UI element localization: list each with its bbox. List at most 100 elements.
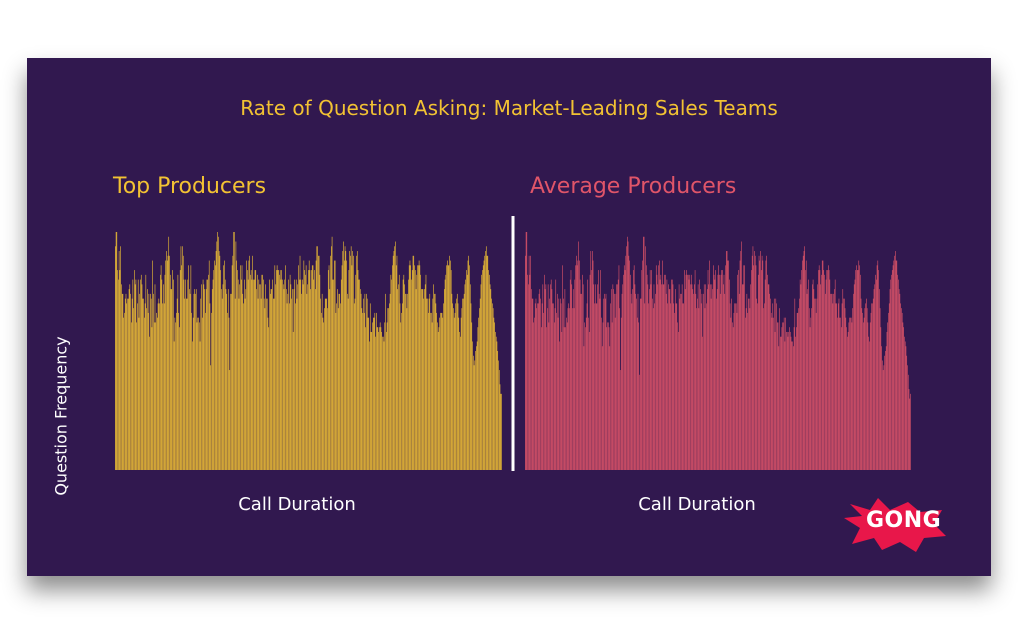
average-producers-bar-93 — [595, 303, 597, 470]
top-producers-bar-240 — [298, 265, 299, 470]
top-producers-bar-294 — [339, 293, 341, 470]
top-producers-bar-215 — [279, 274, 280, 470]
top-producers-bar-262 — [314, 289, 316, 470]
average-producers-bar-399 — [828, 270, 830, 470]
average-producers-bar-82 — [587, 279, 589, 470]
average-producers-bar-27 — [545, 284, 547, 470]
average-producers-bar-125 — [620, 370, 621, 470]
average-producers-bar-287 — [743, 265, 745, 470]
top-producers-bar-472 — [475, 351, 476, 470]
average-producers-bar-427 — [850, 317, 851, 470]
top-producers-bar-229 — [289, 274, 291, 470]
top-producers-bar-250 — [305, 265, 307, 470]
average-producers-bar-15 — [536, 308, 538, 470]
average-producers-bar-495 — [901, 312, 903, 470]
top-producers-bar-251 — [306, 293, 308, 470]
top-producers-bar-438 — [449, 255, 450, 470]
average-producers-bar-32 — [549, 298, 550, 470]
average-producers-bar-475 — [886, 331, 888, 470]
average-producers-bar-329 — [775, 298, 777, 470]
average-producers-bar-366 — [803, 251, 805, 470]
average-producers-bar-400 — [829, 279, 831, 470]
average-producers-bar-296 — [750, 284, 751, 470]
top-producers-bar-147 — [227, 312, 228, 470]
top-producers-bar-481 — [482, 270, 483, 470]
top-producers-bar-76 — [173, 279, 174, 470]
average-producers-bar-231 — [700, 303, 702, 470]
average-producers-bar-191 — [670, 303, 672, 470]
average-producers-bar-25 — [544, 274, 545, 470]
average-producers-bar-401 — [830, 293, 831, 470]
average-producers-bar-178 — [660, 274, 662, 470]
average-producers-bar-253 — [717, 274, 719, 470]
top-producers-bar-37 — [143, 298, 144, 470]
average-producers-bar-61 — [571, 284, 573, 470]
average-producers-bar-503 — [907, 374, 909, 470]
average-producers-bar-173 — [656, 274, 658, 470]
top-producers-bar-143 — [224, 260, 225, 470]
top-producers-bar-312 — [353, 255, 354, 470]
top-producers-bar-183 — [254, 270, 256, 470]
average-producers-bar-338 — [782, 322, 783, 470]
top-producers-bar-458 — [464, 284, 466, 470]
average-producers-bar-171 — [655, 293, 656, 470]
average-producers-bar-51 — [563, 327, 565, 470]
average-producers-bar-358 — [797, 312, 799, 470]
average-producers-bar-177 — [659, 279, 661, 470]
top-producers-bar-498 — [495, 331, 496, 470]
top-producers-bar-431 — [443, 289, 445, 470]
average-producers-bar-6 — [529, 274, 531, 470]
average-producers-bar-418 — [843, 298, 844, 470]
top-producers-bar-40 — [145, 274, 147, 470]
top-producers-bar-122 — [208, 274, 209, 470]
top-producers-bar-59 — [160, 274, 161, 470]
top-producers-bar-445 — [454, 312, 456, 470]
average-producers-bar-326 — [773, 317, 774, 470]
top-producers-bar-150 — [229, 370, 231, 470]
average-producers-bar-319 — [767, 284, 769, 470]
average-producers-bar-353 — [793, 327, 795, 470]
top-producers-bar-466 — [470, 303, 472, 470]
top-producers-bar-172 — [246, 260, 247, 470]
average-producers-bar-407 — [834, 279, 836, 470]
average-producers-bar-393 — [824, 274, 825, 470]
average-producers-bar-336 — [780, 336, 782, 470]
top-producers-bar-415 — [431, 322, 433, 470]
top-producers-bar-185 — [256, 289, 257, 470]
average-producers-bar-208 — [683, 303, 684, 470]
average-producers-bar-295 — [749, 308, 751, 470]
average-producers-bar-403 — [831, 293, 833, 470]
top-producers-bar-354 — [385, 293, 386, 470]
top-producers-bar-105 — [195, 293, 196, 470]
top-producers-bar-265 — [317, 246, 318, 470]
average-producers-bar-265 — [726, 251, 728, 470]
average-producers-bar-187 — [667, 303, 668, 470]
average-producers-bar-455 — [871, 303, 873, 470]
average-producers-bar-271 — [731, 298, 732, 470]
top-producers-bar-356 — [386, 322, 388, 470]
top-producers-bar-284 — [331, 236, 333, 470]
average-producers-bar-362 — [800, 284, 802, 470]
average-producers-bar-258 — [721, 270, 723, 470]
average-producers-bar-87 — [591, 270, 592, 470]
average-producers-bar-11 — [533, 322, 534, 470]
average-producers-bar-264 — [725, 251, 727, 470]
top-producers-bar-205 — [271, 289, 273, 470]
top-producers-bar-291 — [337, 289, 338, 470]
top-producers-bar-200 — [267, 317, 269, 470]
top-producers-bar-128 — [212, 279, 214, 470]
average-producers-bar-157 — [644, 303, 646, 470]
average-producers-bar-53 — [565, 327, 566, 470]
top-producers-bar-257 — [311, 270, 312, 470]
average-producers-bar-480 — [890, 279, 892, 470]
bars-average-producers — [525, 232, 911, 470]
top-producers-bar-136 — [218, 251, 220, 470]
top-producers-bar-313 — [353, 303, 355, 470]
average-producers-bar-79 — [585, 327, 586, 470]
average-producers-bar-491 — [898, 289, 900, 470]
top-producers-bar-270 — [321, 312, 322, 470]
top-producers-bar-73 — [170, 289, 172, 470]
average-producers-bar-453 — [869, 322, 871, 470]
average-producers-bar-92 — [595, 284, 596, 470]
average-producers-bar-395 — [825, 279, 827, 470]
